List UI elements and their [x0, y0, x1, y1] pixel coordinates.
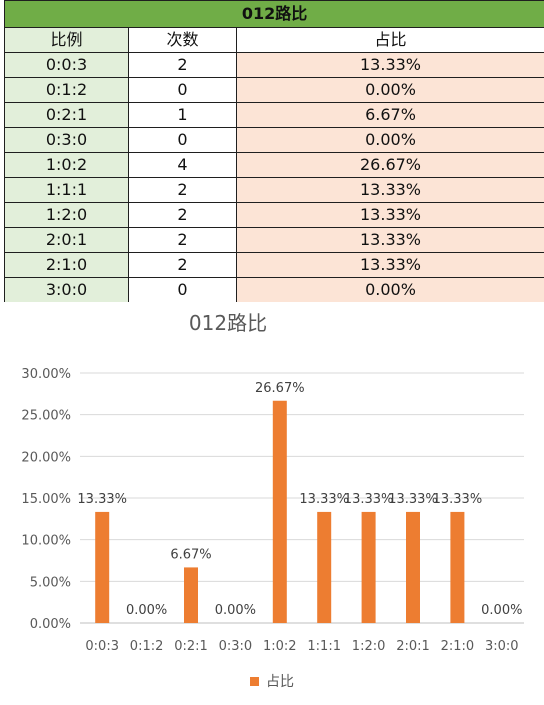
- y-tick-label: 0.00%: [30, 617, 71, 632]
- count-cell[interactable]: 2: [128, 252, 237, 278]
- table-row: 0:2:1 1 6.67%: [4, 102, 544, 128]
- count-cell[interactable]: 1: [128, 102, 237, 128]
- data-label: 0.00%: [215, 603, 256, 618]
- data-label: 26.67%: [255, 381, 305, 396]
- legend: 占比: [250, 674, 294, 690]
- ratio-cell[interactable]: 1:0:2: [4, 152, 129, 178]
- ratio-cell[interactable]: 1:2:0: [4, 202, 129, 228]
- x-tick-label: 0:2:1: [174, 639, 208, 654]
- x-tick-label: 0:3:0: [219, 639, 253, 654]
- percent-cell[interactable]: 13.33%: [235, 227, 544, 253]
- bar-chart: 012路比 0.00% 5.00% 10.00% 15.00% 20.00% 25.00%…: [21, 311, 524, 690]
- table-row: 1:1:1 2 13.33%: [4, 177, 544, 203]
- percent-cell[interactable]: 6.67%: [235, 102, 544, 128]
- percent-cell[interactable]: 13.33%: [235, 202, 544, 228]
- data-label: 13.33%: [77, 492, 127, 507]
- header-ratio[interactable]: 比例: [4, 27, 129, 53]
- x-tick-label: 2:1:0: [441, 639, 475, 654]
- table-row: 0:3:0 0 0.00%: [4, 127, 544, 153]
- legend-label: 占比: [266, 674, 294, 690]
- bars: [95, 400, 465, 623]
- ratio-table: 012路比 比例 次数 占比 0:0:3 2 13.33% 0:1:2 0 0.…: [3, 0, 544, 303]
- percent-cell[interactable]: 0.00%: [235, 127, 544, 153]
- ratio-cell[interactable]: 0:3:0: [4, 127, 129, 153]
- table-row: 1:0:2 4 26.67%: [4, 152, 544, 178]
- percent-cell[interactable]: 13.33%: [235, 252, 544, 278]
- legend-swatch: [250, 677, 259, 686]
- count-cell[interactable]: 2: [128, 227, 237, 253]
- ratio-cell[interactable]: 2:1:0: [4, 252, 129, 278]
- bar[interactable]: [450, 511, 465, 623]
- y-tick-label: 5.00%: [30, 575, 71, 590]
- ratio-cell[interactable]: 0:1:2: [4, 77, 129, 103]
- header-count[interactable]: 次数: [128, 27, 237, 53]
- count-cell[interactable]: 2: [128, 202, 237, 228]
- bar[interactable]: [361, 511, 376, 623]
- data-label: 13.33%: [388, 492, 438, 507]
- ratio-cell[interactable]: 0:2:1: [4, 102, 129, 128]
- table-row: 2:1:0 2 13.33%: [4, 252, 544, 278]
- data-label: 13.33%: [344, 492, 394, 507]
- data-label: 13.33%: [299, 492, 349, 507]
- ratio-cell[interactable]: 3:0:0: [4, 277, 129, 303]
- bar-chart-area[interactable]: 012路比 0.00% 5.00% 10.00% 15.00% 20.00% 25.00%…: [0, 302, 544, 705]
- y-tick-label: 10.00%: [21, 534, 71, 549]
- bar[interactable]: [95, 511, 110, 623]
- header-percent[interactable]: 占比: [235, 27, 544, 53]
- x-tick-label: 2:0:1: [396, 639, 430, 654]
- data-label: 13.33%: [433, 492, 483, 507]
- x-tick-label: 3:0:0: [485, 639, 519, 654]
- bar[interactable]: [406, 511, 420, 623]
- data-label: 0.00%: [126, 603, 167, 618]
- data-label: 0.00%: [481, 603, 522, 618]
- count-cell[interactable]: 0: [128, 277, 237, 303]
- ratio-cell[interactable]: 1:1:1: [4, 177, 129, 203]
- table-title-row: 012路比: [3, 0, 544, 28]
- percent-cell[interactable]: 0.00%: [235, 77, 544, 103]
- count-cell[interactable]: 0: [128, 77, 237, 103]
- y-tick-label: 30.00%: [21, 367, 71, 382]
- x-tick-label: 1:2:0: [352, 639, 386, 654]
- percent-cell[interactable]: 13.33%: [235, 177, 544, 203]
- ratio-table-container: 012路比 比例 次数 占比 0:0:3 2 13.33% 0:1:2 0 0.…: [3, 0, 544, 303]
- bar[interactable]: [272, 400, 287, 623]
- gridlines: [80, 372, 524, 624]
- count-cell[interactable]: 0: [128, 127, 237, 153]
- percent-cell[interactable]: 0.00%: [235, 277, 544, 303]
- y-tick-label: 15.00%: [21, 492, 71, 507]
- table-row: 2:0:1 2 13.33%: [4, 227, 544, 253]
- y-tick-label: 20.00%: [21, 450, 71, 465]
- table-row: 3:0:0 0 0.00%: [4, 277, 544, 303]
- count-cell[interactable]: 2: [128, 177, 237, 203]
- chart-title: 012路比: [189, 311, 267, 335]
- table-title[interactable]: 012路比: [3, 0, 544, 28]
- ratio-cell[interactable]: 0:0:3: [4, 52, 129, 78]
- x-tick-label: 1:0:2: [263, 639, 297, 654]
- x-axis-ticks: 0:0:3 0:1:2 0:2:1 0:3:0 1:0:2 1:1:1 1:2:0 2:0:1…: [85, 639, 518, 654]
- y-axis-ticks: 0.00% 5.00% 10.00% 15.00% 20.00% 25.00% 30.00%: [21, 367, 71, 632]
- percent-cell[interactable]: 13.33%: [235, 52, 544, 78]
- data-label: 6.67%: [170, 547, 211, 562]
- count-cell[interactable]: 2: [128, 52, 237, 78]
- ratio-cell[interactable]: 2:0:1: [4, 227, 129, 253]
- data-labels: 13.33%0.00%6.67%0.00%26.67%13.33%13.33%1…: [77, 381, 522, 618]
- x-tick-label: 1:1:1: [307, 639, 341, 654]
- table-header-row: 比例 次数 占比: [4, 27, 544, 53]
- bar[interactable]: [317, 511, 332, 623]
- table-row: 0:1:2 0 0.00%: [4, 77, 544, 103]
- bar[interactable]: [184, 567, 198, 623]
- table-row: 1:2:0 2 13.33%: [4, 202, 544, 228]
- table-row: 0:0:3 2 13.33%: [4, 52, 544, 78]
- x-tick-label: 0:1:2: [130, 639, 164, 654]
- percent-cell[interactable]: 26.67%: [235, 152, 544, 178]
- y-tick-label: 25.00%: [21, 409, 71, 424]
- count-cell[interactable]: 4: [128, 152, 237, 178]
- x-tick-label: 0:0:3: [85, 639, 119, 654]
